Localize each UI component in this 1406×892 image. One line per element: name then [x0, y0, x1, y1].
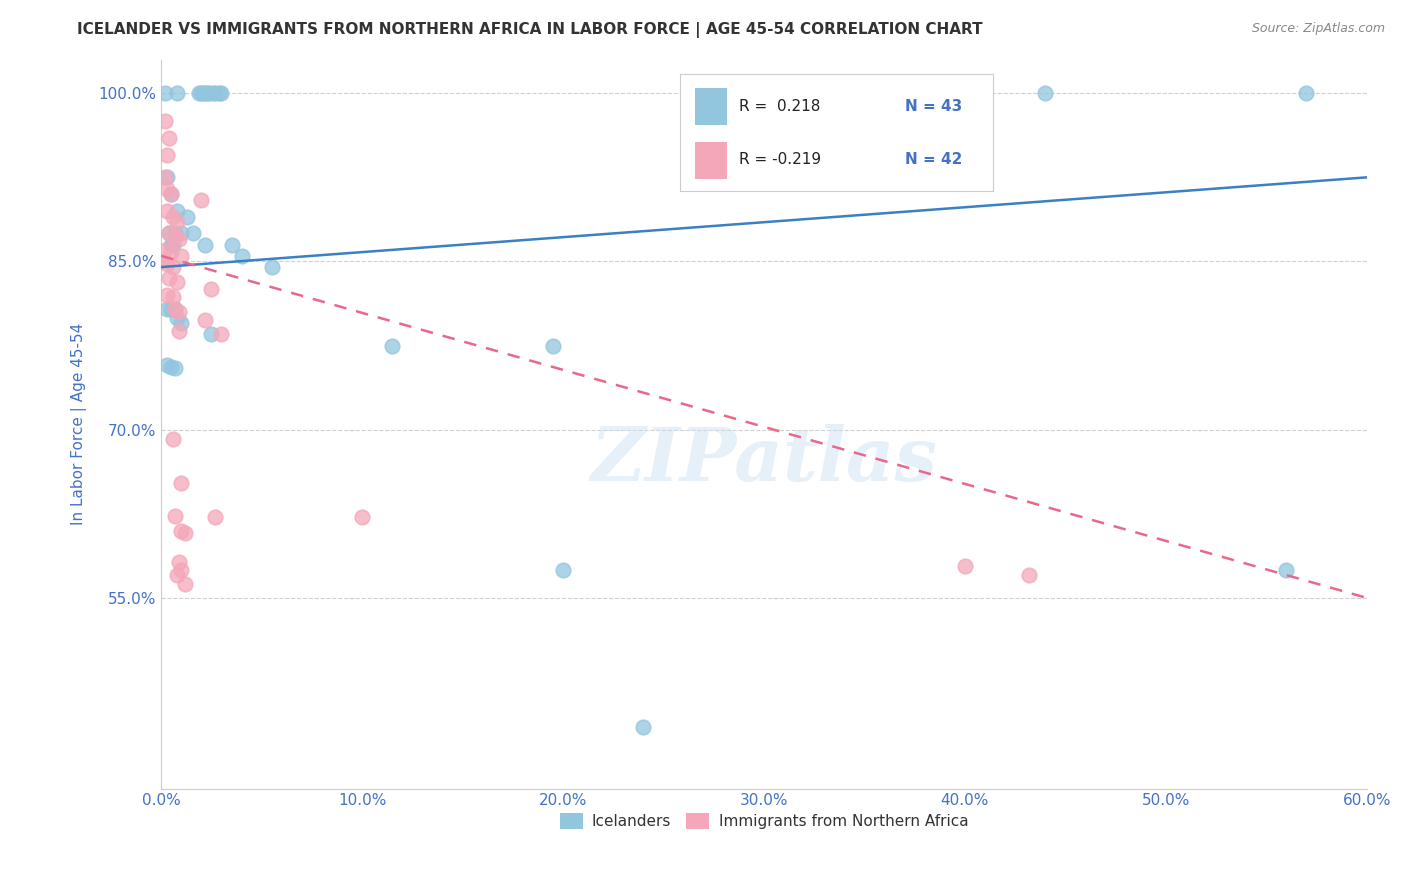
Point [169, 305, 191, 319]
Point [190, 193, 212, 207]
Point [169, 232, 191, 246]
Point [156, 257, 179, 271]
Point [200, 327, 222, 342]
Point [156, 148, 179, 162]
Point [170, 524, 193, 538]
Point [156, 288, 179, 302]
Point [204, 510, 226, 524]
Point [551, 563, 574, 577]
Point [156, 358, 179, 372]
Point [166, 87, 188, 101]
Point [165, 508, 187, 523]
Point [211, 327, 233, 342]
Point [165, 227, 187, 241]
Text: ZIPatlas: ZIPatlas [591, 425, 938, 497]
Point [174, 577, 197, 591]
Point [198, 87, 221, 101]
Point [194, 312, 217, 326]
Point [633, 720, 655, 734]
Point [352, 510, 374, 524]
Y-axis label: In Labor Force | Age 45-54: In Labor Force | Age 45-54 [72, 323, 87, 525]
Point [260, 260, 283, 274]
Point [190, 87, 212, 101]
Point [170, 563, 193, 577]
Point [541, 338, 564, 352]
Point [183, 227, 205, 241]
Point [162, 237, 184, 252]
Point [160, 359, 183, 374]
Point [208, 87, 231, 101]
Point [155, 87, 177, 101]
Text: ICELANDER VS IMMIGRANTS FROM NORTHERN AFRICA IN LABOR FORCE | AGE 45-54 CORRELAT: ICELANDER VS IMMIGRANTS FROM NORTHERN AF… [77, 22, 983, 38]
Point [165, 301, 187, 316]
Point [162, 290, 184, 304]
Point [1033, 87, 1056, 101]
Point [155, 244, 177, 258]
Point [155, 114, 177, 128]
Point [160, 301, 183, 316]
Point [202, 87, 225, 101]
Point [170, 249, 193, 263]
Text: Source: ZipAtlas.com: Source: ZipAtlas.com [1251, 22, 1385, 36]
Point [169, 324, 191, 338]
Point [157, 227, 180, 241]
Point [162, 210, 184, 224]
Point [156, 181, 179, 195]
Point [170, 476, 193, 491]
Point [165, 301, 187, 316]
Point [166, 204, 188, 219]
Point [157, 227, 180, 241]
Point [160, 245, 183, 260]
Point [193, 87, 215, 101]
Point [160, 187, 183, 202]
Point [156, 301, 179, 316]
Point [1018, 568, 1040, 582]
Point [165, 229, 187, 244]
Point [160, 187, 183, 202]
Point [1295, 87, 1317, 101]
Point [165, 361, 187, 376]
Point [200, 283, 222, 297]
Point [953, 559, 976, 574]
Point [231, 249, 253, 263]
Point [197, 87, 219, 101]
Point [152, 254, 174, 268]
Point [155, 170, 177, 185]
Point [166, 215, 188, 229]
Point [211, 87, 233, 101]
Point [166, 568, 188, 582]
Point [166, 310, 188, 325]
Point [157, 271, 180, 285]
Point [194, 237, 217, 252]
Point [170, 227, 193, 241]
Point [169, 555, 191, 569]
Point [170, 316, 193, 330]
Point [166, 275, 188, 289]
Point [162, 260, 184, 274]
Point [194, 87, 217, 101]
Point [174, 525, 197, 540]
Point [162, 432, 184, 446]
Point [221, 237, 243, 252]
Point [188, 87, 211, 101]
Point [160, 237, 183, 252]
Point [156, 204, 179, 219]
Point [176, 210, 198, 224]
Point [157, 131, 180, 145]
Point [156, 170, 179, 185]
Point [204, 87, 226, 101]
Point [1275, 563, 1298, 577]
Legend: Icelanders, Immigrants from Northern Africa: Icelanders, Immigrants from Northern Afr… [554, 807, 974, 836]
Point [381, 338, 404, 352]
